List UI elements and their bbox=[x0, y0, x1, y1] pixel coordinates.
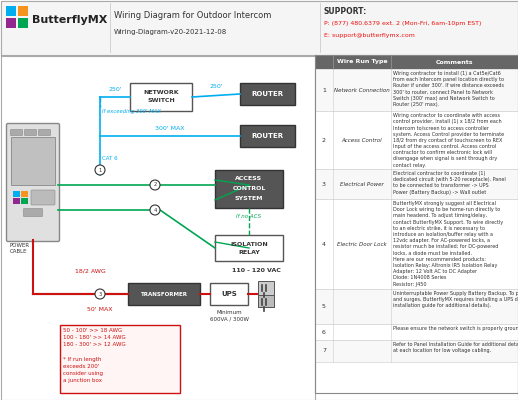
Text: Wiring-Diagram-v20-2021-12-08: Wiring-Diagram-v20-2021-12-08 bbox=[114, 29, 227, 35]
FancyBboxPatch shape bbox=[240, 83, 295, 105]
Text: 4: 4 bbox=[322, 242, 326, 246]
Text: Access Control: Access Control bbox=[342, 138, 382, 142]
Text: Wiring contractor to coordinate with access
control provider, install (1) x 18/2: Wiring contractor to coordinate with acc… bbox=[393, 113, 504, 168]
FancyBboxPatch shape bbox=[315, 324, 518, 340]
Circle shape bbox=[95, 165, 105, 175]
FancyBboxPatch shape bbox=[38, 130, 50, 136]
Text: If exceeding 300' MAX: If exceeding 300' MAX bbox=[102, 110, 161, 114]
FancyBboxPatch shape bbox=[258, 295, 274, 307]
Circle shape bbox=[150, 205, 160, 215]
FancyBboxPatch shape bbox=[21, 191, 28, 197]
Text: Uninterruptable Power Supply Battery Backup. To prevent voltage drops
and surges: Uninterruptable Power Supply Battery Bac… bbox=[393, 291, 518, 308]
FancyBboxPatch shape bbox=[258, 281, 274, 307]
FancyBboxPatch shape bbox=[11, 137, 55, 185]
Text: 50 - 100' >> 18 AWG
100 - 180' >> 14 AWG
180 - 300' >> 12 AWG

* If run length
e: 50 - 100' >> 18 AWG 100 - 180' >> 14 AWG… bbox=[63, 328, 126, 383]
FancyBboxPatch shape bbox=[24, 130, 36, 136]
FancyBboxPatch shape bbox=[13, 191, 20, 197]
FancyBboxPatch shape bbox=[23, 208, 42, 216]
Text: UPS: UPS bbox=[221, 291, 237, 297]
FancyBboxPatch shape bbox=[315, 55, 518, 69]
Text: ButterflyMX strongly suggest all Electrical
Door Lock wiring to be home-run dire: ButterflyMX strongly suggest all Electri… bbox=[393, 201, 503, 286]
Circle shape bbox=[95, 289, 105, 299]
Text: SYSTEM: SYSTEM bbox=[235, 196, 263, 200]
Text: ROUTER: ROUTER bbox=[251, 133, 283, 139]
FancyBboxPatch shape bbox=[215, 170, 283, 208]
Text: 2: 2 bbox=[153, 182, 156, 188]
FancyBboxPatch shape bbox=[18, 6, 28, 16]
Text: SUPPORT:: SUPPORT: bbox=[324, 8, 367, 16]
Text: Electrical Power: Electrical Power bbox=[340, 182, 384, 186]
Text: 300' MAX: 300' MAX bbox=[155, 126, 185, 131]
Text: 7: 7 bbox=[322, 348, 326, 354]
FancyBboxPatch shape bbox=[315, 340, 518, 362]
Text: 6: 6 bbox=[322, 330, 326, 334]
FancyBboxPatch shape bbox=[21, 198, 28, 204]
Text: 3: 3 bbox=[322, 182, 326, 186]
Text: ButterflyMX: ButterflyMX bbox=[32, 15, 107, 25]
Text: Refer to Panel Installation Guide for additional details. Leave 6' service loop
: Refer to Panel Installation Guide for ad… bbox=[393, 342, 518, 353]
FancyBboxPatch shape bbox=[13, 198, 20, 204]
Text: 50' MAX: 50' MAX bbox=[87, 307, 113, 312]
Text: SWITCH: SWITCH bbox=[147, 98, 175, 104]
FancyBboxPatch shape bbox=[6, 18, 16, 28]
Text: 5: 5 bbox=[322, 304, 326, 309]
FancyBboxPatch shape bbox=[1, 0, 517, 56]
Text: POWER
CABLE: POWER CABLE bbox=[10, 243, 30, 254]
FancyBboxPatch shape bbox=[240, 125, 295, 147]
Text: 250': 250' bbox=[108, 87, 122, 92]
Text: If no ACS: If no ACS bbox=[236, 214, 262, 218]
FancyBboxPatch shape bbox=[7, 124, 60, 242]
FancyBboxPatch shape bbox=[210, 283, 248, 305]
Text: ROUTER: ROUTER bbox=[251, 91, 283, 97]
Text: NETWORK: NETWORK bbox=[143, 90, 179, 96]
Text: 250': 250' bbox=[209, 84, 223, 89]
Text: ISOLATION: ISOLATION bbox=[230, 242, 268, 246]
Text: CONTROL: CONTROL bbox=[232, 186, 266, 190]
Text: Wire Run Type: Wire Run Type bbox=[337, 60, 387, 64]
Text: Wiring Diagram for Outdoor Intercom: Wiring Diagram for Outdoor Intercom bbox=[114, 10, 271, 20]
Circle shape bbox=[150, 180, 160, 190]
Text: Minimum
600VA / 300W: Minimum 600VA / 300W bbox=[209, 310, 249, 321]
Text: Electrical contractor to coordinate (1)
dedicated circuit (with 5-20 receptacle): Electrical contractor to coordinate (1) … bbox=[393, 171, 506, 194]
Text: 3: 3 bbox=[98, 292, 102, 296]
FancyBboxPatch shape bbox=[31, 190, 55, 205]
Text: Comments: Comments bbox=[436, 60, 473, 64]
Text: 1: 1 bbox=[322, 88, 326, 92]
Text: P: (877) 480.6379 ext. 2 (Mon-Fri, 6am-10pm EST): P: (877) 480.6379 ext. 2 (Mon-Fri, 6am-1… bbox=[324, 22, 481, 26]
Text: E: support@butterflymx.com: E: support@butterflymx.com bbox=[324, 34, 415, 38]
Text: ACCESS: ACCESS bbox=[236, 176, 263, 180]
FancyBboxPatch shape bbox=[215, 235, 283, 261]
Text: 2: 2 bbox=[322, 138, 326, 142]
Text: CAT 6: CAT 6 bbox=[102, 156, 118, 160]
Text: 4: 4 bbox=[153, 208, 156, 212]
FancyBboxPatch shape bbox=[315, 289, 518, 324]
FancyBboxPatch shape bbox=[315, 199, 518, 289]
Text: Electric Door Lock: Electric Door Lock bbox=[337, 242, 387, 246]
FancyBboxPatch shape bbox=[6, 6, 16, 16]
FancyBboxPatch shape bbox=[10, 130, 22, 136]
Text: 18/2 AWG: 18/2 AWG bbox=[75, 268, 106, 274]
Text: 110 - 120 VAC: 110 - 120 VAC bbox=[232, 268, 281, 274]
FancyBboxPatch shape bbox=[315, 111, 518, 169]
FancyBboxPatch shape bbox=[60, 325, 180, 393]
FancyBboxPatch shape bbox=[18, 18, 28, 28]
FancyBboxPatch shape bbox=[128, 283, 200, 305]
Text: RELAY: RELAY bbox=[238, 250, 260, 254]
FancyBboxPatch shape bbox=[315, 169, 518, 199]
FancyBboxPatch shape bbox=[315, 69, 518, 111]
Text: Network Connection: Network Connection bbox=[334, 88, 390, 92]
Text: 1: 1 bbox=[98, 168, 102, 172]
Text: Wiring contractor to install (1) a Cat5e/Cat6
from each Intercom panel location : Wiring contractor to install (1) a Cat5e… bbox=[393, 71, 504, 107]
FancyBboxPatch shape bbox=[130, 83, 192, 111]
Text: Please ensure the network switch is properly grounded.: Please ensure the network switch is prop… bbox=[393, 326, 518, 331]
Text: TRANSFORMER: TRANSFORMER bbox=[140, 292, 188, 296]
